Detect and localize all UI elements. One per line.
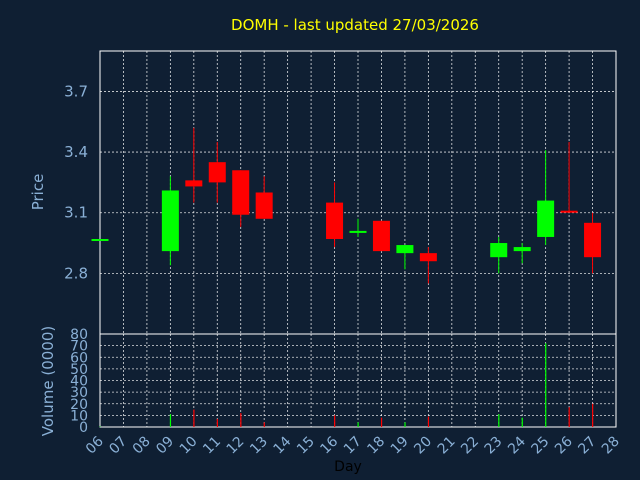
candle-body-10 bbox=[185, 180, 203, 187]
volume-tick-label: 10 bbox=[70, 408, 88, 424]
volume-bar-09 bbox=[169, 414, 172, 427]
candle-body-12 bbox=[232, 170, 250, 215]
volume-tick-label: 60 bbox=[70, 350, 88, 366]
volume-tick-label: 40 bbox=[70, 374, 88, 390]
day-tick-label: 23 bbox=[482, 434, 506, 458]
day-tick-label: 17 bbox=[341, 434, 365, 458]
chart-title: DOMH - last updated 27/03/2026 bbox=[231, 16, 479, 34]
day-tick-label: 22 bbox=[458, 434, 482, 458]
volume-bar-17 bbox=[357, 422, 359, 427]
volume-tick-label: 0 bbox=[79, 420, 88, 436]
candle-body-06 bbox=[91, 238, 109, 241]
day-tick-label: 24 bbox=[505, 433, 529, 457]
price-tick-label: 2.8 bbox=[64, 264, 88, 282]
price-axis-label: Price bbox=[29, 174, 47, 211]
day-tick-label: 28 bbox=[599, 434, 623, 458]
day-tick-label: 09 bbox=[153, 434, 177, 458]
candle-body-17 bbox=[349, 230, 367, 233]
volume-bar-25 bbox=[545, 343, 547, 427]
price-tick-label: 3.7 bbox=[64, 82, 88, 100]
candle-body-23 bbox=[490, 243, 508, 258]
candle-body-26 bbox=[560, 210, 578, 213]
volume-tick-label: 80 bbox=[70, 327, 88, 343]
day-tick-label: 11 bbox=[200, 434, 224, 458]
volume-bar-06 bbox=[99, 426, 101, 427]
volume-bar-26 bbox=[568, 407, 570, 427]
volume-bar-23 bbox=[498, 414, 500, 427]
candle-body-20 bbox=[419, 253, 437, 262]
day-tick-label: 27 bbox=[575, 434, 599, 458]
day-tick-label: 19 bbox=[388, 434, 412, 458]
day-tick-label: 25 bbox=[529, 434, 553, 458]
day-tick-label: 16 bbox=[317, 433, 341, 457]
candle-body-13 bbox=[255, 192, 273, 219]
day-tick-label: 18 bbox=[364, 434, 388, 458]
day-tick-label: 20 bbox=[411, 434, 435, 458]
candle-body-09 bbox=[161, 190, 179, 252]
day-tick-label: 14 bbox=[271, 433, 295, 457]
volume-axis-label: Volume (0000) bbox=[39, 326, 57, 436]
volume-bar-24 bbox=[521, 417, 523, 427]
volume-bar-13 bbox=[263, 422, 265, 427]
volume-bar-10 bbox=[193, 409, 195, 427]
volume-tick-label: 50 bbox=[70, 362, 88, 378]
x-axis-label: Day bbox=[334, 459, 362, 475]
day-tick-label: 07 bbox=[106, 434, 130, 458]
volume-bar-16 bbox=[334, 415, 336, 427]
candle-body-11 bbox=[208, 162, 226, 183]
volume-bar-18 bbox=[380, 417, 383, 427]
day-tick-label: 10 bbox=[177, 434, 201, 458]
volume-tick-label: 20 bbox=[70, 397, 88, 413]
candle-body-27 bbox=[584, 222, 602, 258]
candle-body-16 bbox=[326, 202, 344, 239]
volume-bar-11 bbox=[216, 418, 218, 427]
volume-tick-label: 30 bbox=[70, 385, 88, 401]
candle-body-24 bbox=[513, 247, 531, 252]
day-tick-label: 06 bbox=[83, 433, 107, 457]
volume-tick-label: 70 bbox=[70, 339, 88, 355]
candle-body-25 bbox=[537, 200, 555, 237]
day-tick-label: 26 bbox=[552, 433, 576, 457]
price-tick-label: 3.1 bbox=[64, 204, 88, 222]
day-tick-label: 21 bbox=[435, 434, 459, 458]
price-panel: 2.8 3.1 3.4 3.7 bbox=[64, 50, 617, 335]
day-tick-label: 15 bbox=[294, 434, 318, 458]
volume-bar-12 bbox=[240, 413, 242, 427]
price-tick-label: 3.4 bbox=[64, 143, 88, 161]
candle-body-19 bbox=[396, 245, 414, 254]
candle-body-18 bbox=[372, 220, 390, 252]
volume-bar-19 bbox=[404, 422, 406, 427]
day-tick-label: 08 bbox=[130, 434, 154, 458]
volume-bar-27 bbox=[592, 403, 594, 427]
day-tick-label: 13 bbox=[247, 434, 271, 458]
day-tick-label: 12 bbox=[224, 434, 248, 458]
volume-bar-20 bbox=[427, 416, 430, 427]
